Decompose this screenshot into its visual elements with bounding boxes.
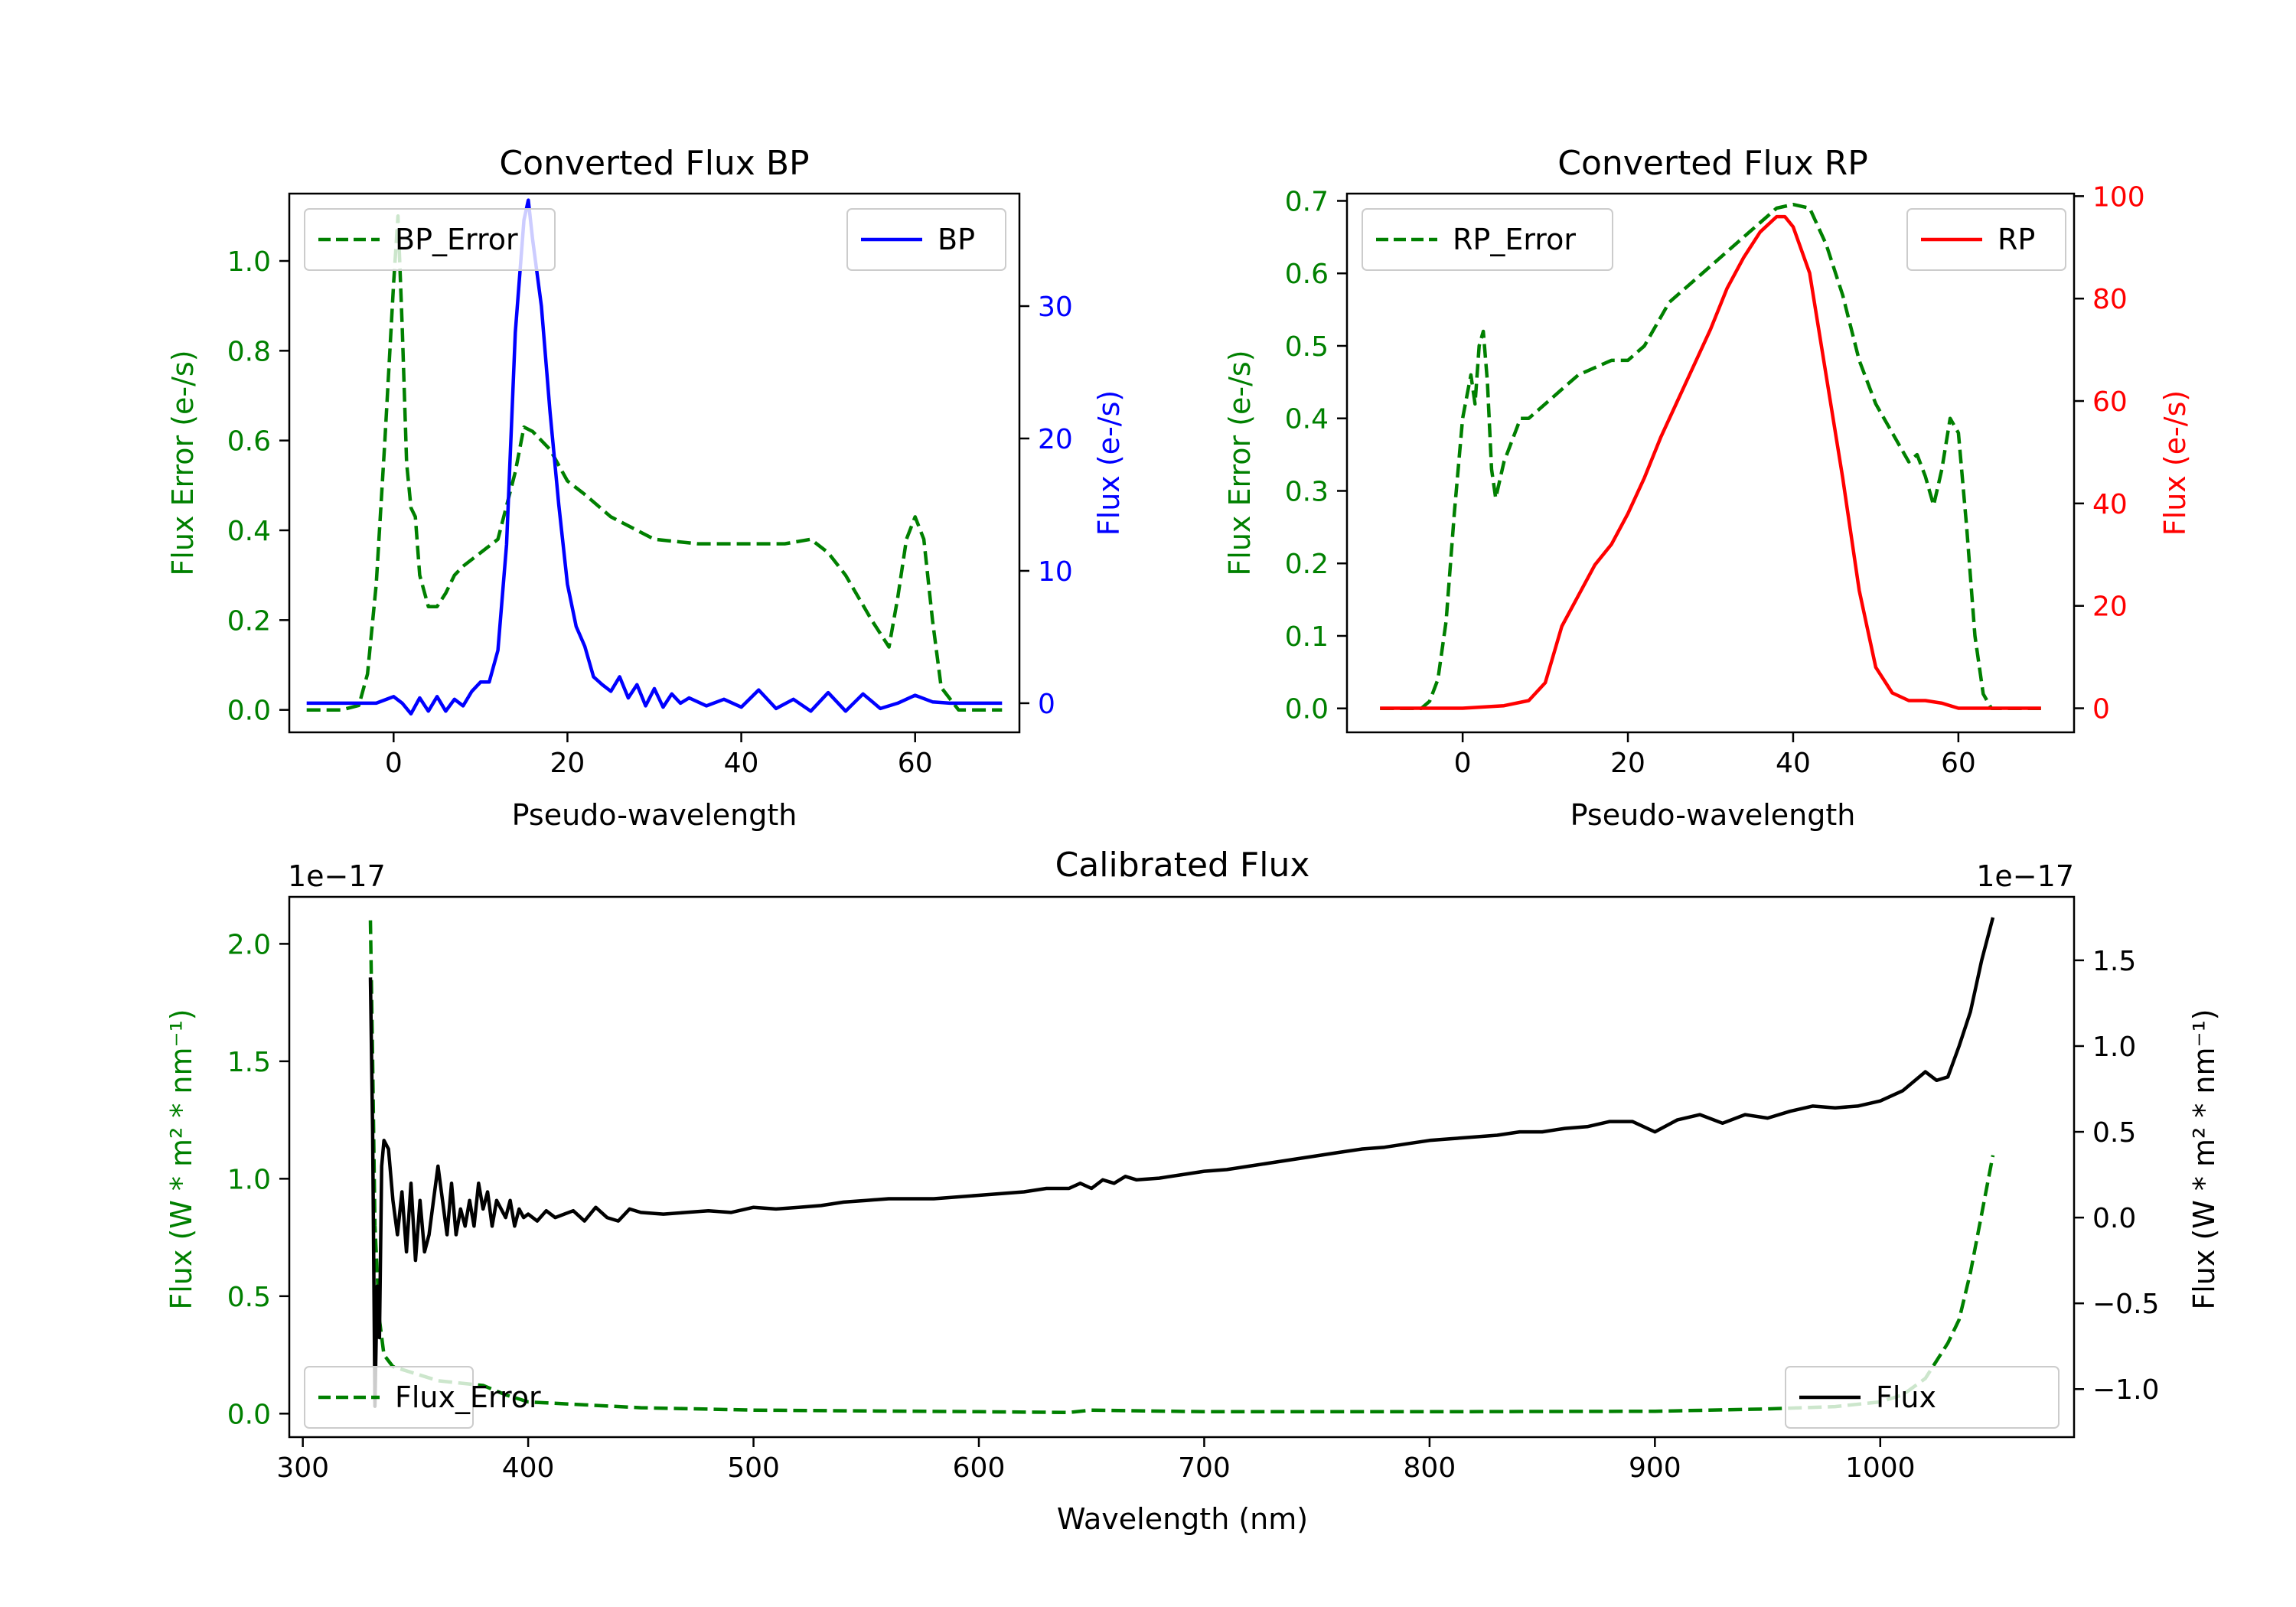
- calibrated-legend-right-box: [1785, 1366, 2060, 1429]
- rp-xtick-label: 60: [1941, 748, 1976, 779]
- calibrated-ylabel-right: Flux (W * m² * nm⁻¹): [2187, 1009, 2221, 1309]
- bp-series-bp-line: [306, 198, 1003, 716]
- calibrated-offset-right: 1e−17: [1976, 859, 2074, 893]
- calibrated-xtick-label: 300: [276, 1452, 329, 1484]
- x-axis-labels: Pseudo-wavelength Pseudo-wavelength Wave…: [512, 798, 1856, 1536]
- calibrated-series-flux-line: [368, 917, 1995, 1408]
- bp-ytick-right-label: 0: [1038, 689, 1055, 720]
- bp-ytick-left-label: 0.0: [227, 696, 271, 727]
- rp-ylabel-right: Flux (e-/s): [2158, 390, 2192, 536]
- calibrated-xtick-label: 1000: [1845, 1452, 1916, 1484]
- rp-ylabel-left: Flux Error (e-/s): [1223, 350, 1257, 575]
- calibrated-chart: 300 400 500 600 700 800 900 1000 0.0 0.5 1.0 1.5 2.0…: [227, 895, 2159, 1484]
- y-axis-labels: Flux Error (e-/s) Flux (e-/s) Flux Error…: [165, 350, 2221, 1309]
- bp-chart: 0 20 40 60 0.0 0.2 0.4 0.6 0.8 1.0 0 10 20 30 BP_Error…: [227, 192, 1073, 779]
- rp-title: Converted Flux RP: [1557, 144, 1868, 183]
- calibrated-ytick-left-label: 1.0: [227, 1164, 271, 1195]
- calibrated-ytick-right-label: −0.5: [2092, 1289, 2159, 1320]
- calibrated-series: [368, 917, 1995, 1415]
- calibrated-xtick-label: 400: [502, 1452, 555, 1484]
- bp-ylabel-left: Flux Error (e-/s): [166, 350, 200, 575]
- bp-ytick-left-label: 0.4: [227, 516, 271, 547]
- calibrated-series-flux-error-line: [368, 920, 1995, 1415]
- calibrated-ytick-right-label: 1.5: [2092, 946, 2136, 977]
- rp-xtick-label: 40: [1776, 748, 1811, 779]
- calibrated-ytick-left-label: 0.0: [227, 1399, 271, 1430]
- rp-chart: 0 20 40 60 0.0 0.1 0.2 0.3 0.4 0.5 0.6 0.7 0 20 40 60 80…: [1285, 181, 2145, 779]
- bp-xtick-label: 60: [898, 748, 933, 779]
- rp-legend-left-label: RP_Error: [1453, 223, 1576, 256]
- plots: 0 20 40 60 0.0 0.2 0.4 0.6 0.8 1.0 0 10 20 30 BP_Error…: [227, 181, 2160, 1484]
- rp-ytick-left-label: 0.6: [1285, 259, 1329, 290]
- calibrated-legend-left-label: Flux_Error: [395, 1380, 541, 1414]
- bp-ylabel-right: Flux (e-/s): [1092, 390, 1126, 536]
- bp-ytick-right-label: 30: [1038, 292, 1073, 323]
- calibrated-xtick-label: 700: [1178, 1452, 1231, 1484]
- calibrated-ytick-right-label: 0.0: [2092, 1203, 2136, 1234]
- bp-title: Converted Flux BP: [499, 144, 809, 183]
- rp-ytick-right-label: 40: [2092, 489, 2128, 520]
- rp-xtick-label: 0: [1454, 748, 1472, 779]
- rp-xlabel: Pseudo-wavelength: [1570, 798, 1856, 832]
- rp-ytick-left-label: 0.2: [1285, 549, 1329, 580]
- rp-ytick-left-label: 0.1: [1285, 621, 1329, 653]
- bp-legend-left-box: [304, 208, 556, 271]
- rp-series: [1380, 202, 2041, 710]
- rp-xtick-label: 20: [1610, 748, 1645, 779]
- rp-ytick-right-label: 60: [2092, 386, 2128, 418]
- bp-frame: [288, 192, 1021, 734]
- bp-xtick-label: 0: [385, 748, 403, 779]
- bp-ytick-left-label: 1.0: [227, 246, 271, 278]
- bp-ytick-left-label: 0.6: [227, 426, 271, 458]
- calibrated-offset-left: 1e−17: [288, 859, 386, 893]
- bp-ytick-right-label: 20: [1038, 424, 1073, 455]
- calibrated-xlabel: Wavelength (nm): [1057, 1502, 1308, 1536]
- bp-legend-right-box: [846, 208, 1006, 271]
- titles: Converted Flux BP Converted Flux RP Cali…: [499, 144, 1867, 885]
- rp-legend-right-box: [1906, 208, 2066, 271]
- bp-legend-right-label: BP: [938, 223, 975, 256]
- bp-ytick-left-label: 0.8: [227, 336, 271, 367]
- rp-legend-left-box: [1362, 208, 1613, 271]
- rp-ytick-right-label: 0: [2092, 694, 2110, 725]
- calibrated-ylabel-left: Flux (W * m² * nm⁻¹): [165, 1009, 198, 1309]
- rp-frame: [1345, 192, 2076, 734]
- rp-ytick-right-label: 80: [2092, 284, 2128, 315]
- calibrated-xtick-label: 600: [953, 1452, 1006, 1484]
- calibrated-ytick-left-label: 1.5: [227, 1047, 271, 1078]
- rp-series-rp-error-line: [1380, 202, 2041, 710]
- calibrated-xtick-label: 900: [1629, 1452, 1681, 1484]
- rp-ytick-left-label: 0.0: [1285, 694, 1329, 725]
- rp-ytick-right-label: 100: [2092, 181, 2145, 213]
- bp-ytick-right-label: 10: [1038, 556, 1073, 588]
- calibrated-ytick-left-label: 0.5: [227, 1282, 271, 1313]
- calibrated-ytick-left-label: 2.0: [227, 929, 271, 960]
- rp-series-rp-line: [1380, 214, 2041, 710]
- bp-ytick-left-label: 0.2: [227, 605, 271, 637]
- calibrated-xtick-label: 800: [1404, 1452, 1456, 1484]
- calibrated-ytick-right-label: 1.0: [2092, 1032, 2136, 1063]
- calibrated-legend-left-box: [304, 1366, 474, 1429]
- rp-ytick-left-label: 0.4: [1285, 404, 1329, 435]
- rp-legend-right-label: RP: [1998, 223, 2035, 256]
- bp-legend-left-label: BP_Error: [395, 223, 518, 256]
- rp-ytick-left-label: 0.7: [1285, 186, 1329, 217]
- calibrated-legend-right-label: Flux: [1876, 1380, 1936, 1414]
- calibrated-ytick-right-label: 0.5: [2092, 1117, 2136, 1149]
- bp-xlabel: Pseudo-wavelength: [512, 798, 797, 832]
- calibrated-title: Calibrated Flux: [1055, 846, 1310, 885]
- rp-ytick-left-label: 0.5: [1285, 331, 1329, 363]
- bp-xtick-label: 40: [724, 748, 759, 779]
- calibrated-frame: [288, 895, 2076, 1439]
- calibrated-ytick-right-label: −1.0: [2092, 1374, 2159, 1406]
- bp-xtick-label: 20: [550, 748, 585, 779]
- offset-labels: 1e−17 1e−17: [288, 859, 2074, 893]
- rp-ytick-left-label: 0.3: [1285, 476, 1329, 507]
- rp-ytick-right-label: 20: [2092, 592, 2128, 623]
- calibrated-xtick-label: 500: [727, 1452, 780, 1484]
